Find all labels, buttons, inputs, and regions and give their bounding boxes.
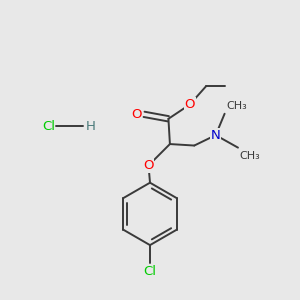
Text: H: H xyxy=(86,120,96,133)
Text: O: O xyxy=(131,108,142,121)
Text: O: O xyxy=(143,159,154,172)
Text: CH₃: CH₃ xyxy=(239,151,260,160)
Text: Cl: Cl xyxy=(42,120,55,133)
Text: CH₃: CH₃ xyxy=(226,101,247,111)
Text: O: O xyxy=(184,98,195,111)
Text: Cl: Cl xyxy=(143,265,157,278)
Text: N: N xyxy=(211,129,220,142)
